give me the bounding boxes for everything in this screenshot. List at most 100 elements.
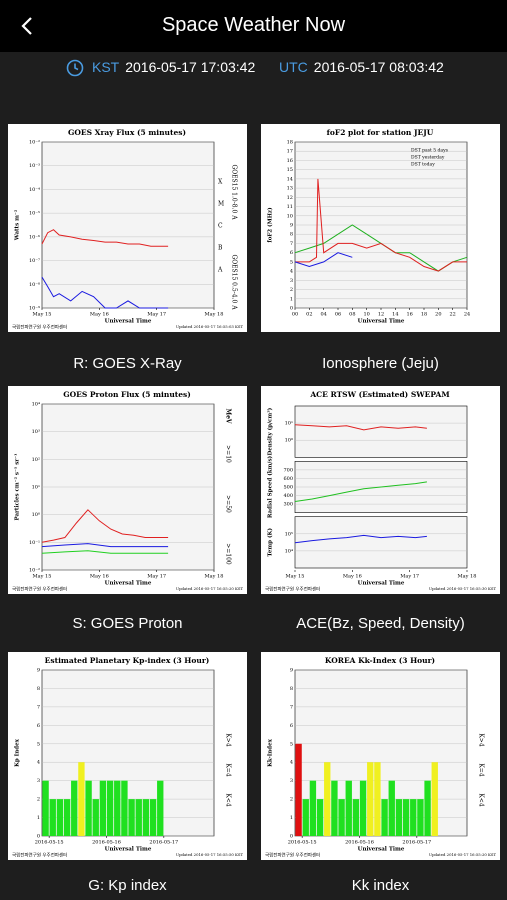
bar <box>424 780 431 836</box>
x-tick-label: 10 <box>363 312 369 318</box>
y-tick-label: 600 <box>283 476 293 482</box>
chart-panel[interactable]: Estimated Planetary Kp-index (3 Hour) 0 1 2… <box>8 652 247 860</box>
footer-right: Updated 2016-05-17 16:55:30 KST <box>429 586 497 591</box>
series-line <box>41 550 169 554</box>
x-tick-label: May 18 <box>205 312 224 318</box>
series-label: GOES15 1.0-8.0 A <box>231 164 238 220</box>
y-tick-label: 10⁻⁸ <box>29 282 40 288</box>
unit-label: MeV <box>225 408 232 423</box>
x-axis-label: Universal Time <box>105 847 152 853</box>
y-axis-label: Watts m⁻² <box>14 209 21 241</box>
y-tick-label: 10⁻⁴ <box>29 187 40 193</box>
chart-title: GOES Proton Flux (5 minutes) <box>63 390 191 399</box>
chart-title: Estimated Planetary Kp-index (3 Hour) <box>45 656 210 665</box>
bar <box>114 780 121 836</box>
legend-entry: DST yesterday <box>411 155 445 161</box>
y-axis-label: Kp Index <box>15 738 21 766</box>
series-line <box>41 543 169 548</box>
chart-panel[interactable]: foF2 plot for station JEJU 0 1 2 3 4 5 6 7 8 9 10 11… <box>261 124 500 332</box>
legend-entry: K>4 <box>478 733 485 747</box>
chart-panel[interactable]: KOREA Kk-Index (3 Hour) 0 1 2 3 4 5 6 7 8 9 Kk-Inde… <box>261 652 500 860</box>
x-tick-label: 2016-05-15 <box>288 840 317 846</box>
x-tick-label: 2016-05-16 <box>92 840 121 846</box>
bar <box>63 799 71 836</box>
legend-entry: DST today <box>411 162 435 168</box>
footer-right: Updated 2016-05-17 16:55:20 KST <box>429 852 497 857</box>
x-tick-label: May 17 <box>147 312 166 318</box>
y-tick-label: 10⁻² <box>29 568 40 574</box>
chart-panel[interactable]: GOES Proton Flux (5 minutes) 10⁻² 10⁻¹ 10⁰ 1… <box>8 386 247 594</box>
y-axis-label: Temp (K) <box>267 528 274 557</box>
y-tick-label: 4 <box>290 269 293 275</box>
x-tick-label: 14 <box>392 312 398 318</box>
y-tick-label: 10⁰ <box>32 512 40 518</box>
panel-caption: S: GOES Proton <box>72 615 183 632</box>
plot-area <box>294 669 468 837</box>
y-axis-label: Density (p/cm³) <box>267 407 274 455</box>
series-line <box>294 252 353 268</box>
series-line <box>41 276 169 309</box>
panel-caption: Kk index <box>351 877 410 894</box>
back-button[interactable] <box>18 14 36 38</box>
y-tick-label: 4 <box>37 760 40 766</box>
chart-panel[interactable]: ACE RTSW (Estimated) SWEPAM 10⁰ 10¹ Density… <box>261 386 500 594</box>
y-tick-label: 11 <box>287 204 293 210</box>
y-tick-label: 18 <box>287 140 293 146</box>
y-tick-label: 6 <box>37 723 40 729</box>
y-tick-label: 12 <box>287 195 293 201</box>
y-tick-label: 10⁴ <box>285 548 293 554</box>
x-tick-label: May 16 <box>90 574 109 580</box>
y-tick-label: 13 <box>287 186 293 192</box>
y-tick-label: 10⁰ <box>285 438 293 444</box>
chart-title: GOES Xray Flux (5 minutes) <box>68 128 186 137</box>
series-label: GOES15 0.5-4.0 A <box>231 254 238 310</box>
y-tick-label: 17 <box>287 149 293 155</box>
bar <box>359 780 367 836</box>
bar <box>431 762 438 836</box>
y-tick-label: 10⁻⁷ <box>29 258 40 264</box>
y-tick-label: 10⁵ <box>285 531 293 537</box>
x-tick-label: 06 <box>335 312 341 318</box>
kst-label: KST <box>92 59 120 75</box>
x-tick-label: May 16 <box>90 312 109 318</box>
y-tick-label: 5 <box>290 259 293 265</box>
utc-time: UTC 2016-05-17 08:03:42 <box>279 59 444 75</box>
x-axis-label: Universal Time <box>105 581 152 587</box>
y-tick-label: 15 <box>287 167 293 173</box>
y-tick-label: 14 <box>287 176 293 182</box>
kst-value: 2016-05-17 17:03:42 <box>125 59 256 75</box>
chart-title: KOREA Kk-Index (3 Hour) <box>325 656 435 665</box>
bar <box>402 799 410 836</box>
y-tick-label: 10⁻⁹ <box>29 306 40 312</box>
bar <box>49 799 56 836</box>
series-line <box>295 178 467 272</box>
y-tick-label: 2 <box>290 287 293 293</box>
chart-panel[interactable]: GOES Xray Flux (5 minutes) 10⁻⁹ 10⁻⁸ 10⁻⁷ 10… <box>8 124 247 332</box>
legend-entry: K<4 <box>478 793 485 807</box>
bar <box>99 780 107 836</box>
y-tick-label: 3 <box>290 778 293 784</box>
bar <box>367 762 374 836</box>
flare-class: X <box>218 179 223 186</box>
x-tick-label: May 18 <box>458 574 477 580</box>
y-tick-label: 10⁻¹ <box>29 540 40 546</box>
x-tick-label: 2016-05-16 <box>345 840 374 846</box>
footer-right: Updated 2016-05-17 16:55:20 KST <box>176 586 244 591</box>
x-axis-label: Universal Time <box>358 847 405 853</box>
series-line <box>294 481 427 502</box>
footer-left: 국립전파연구원 우주전파센터 <box>12 586 67 593</box>
legend-entry: DST past 5 days <box>411 148 449 154</box>
plot-area <box>41 141 215 309</box>
y-tick-label: 0 <box>37 834 40 840</box>
bar <box>410 799 417 836</box>
footer-right: Updated 2016-05-17 16:55:50 KST <box>176 852 244 857</box>
plot-area <box>41 669 215 837</box>
bar <box>149 799 157 836</box>
x-tick-label: 2016-05-15 <box>35 840 64 846</box>
bar <box>302 799 309 836</box>
bar <box>309 780 317 836</box>
x-tick-label: 08 <box>349 312 355 318</box>
y-tick-label: 700 <box>283 467 293 473</box>
y-tick-label: 0 <box>290 834 293 840</box>
